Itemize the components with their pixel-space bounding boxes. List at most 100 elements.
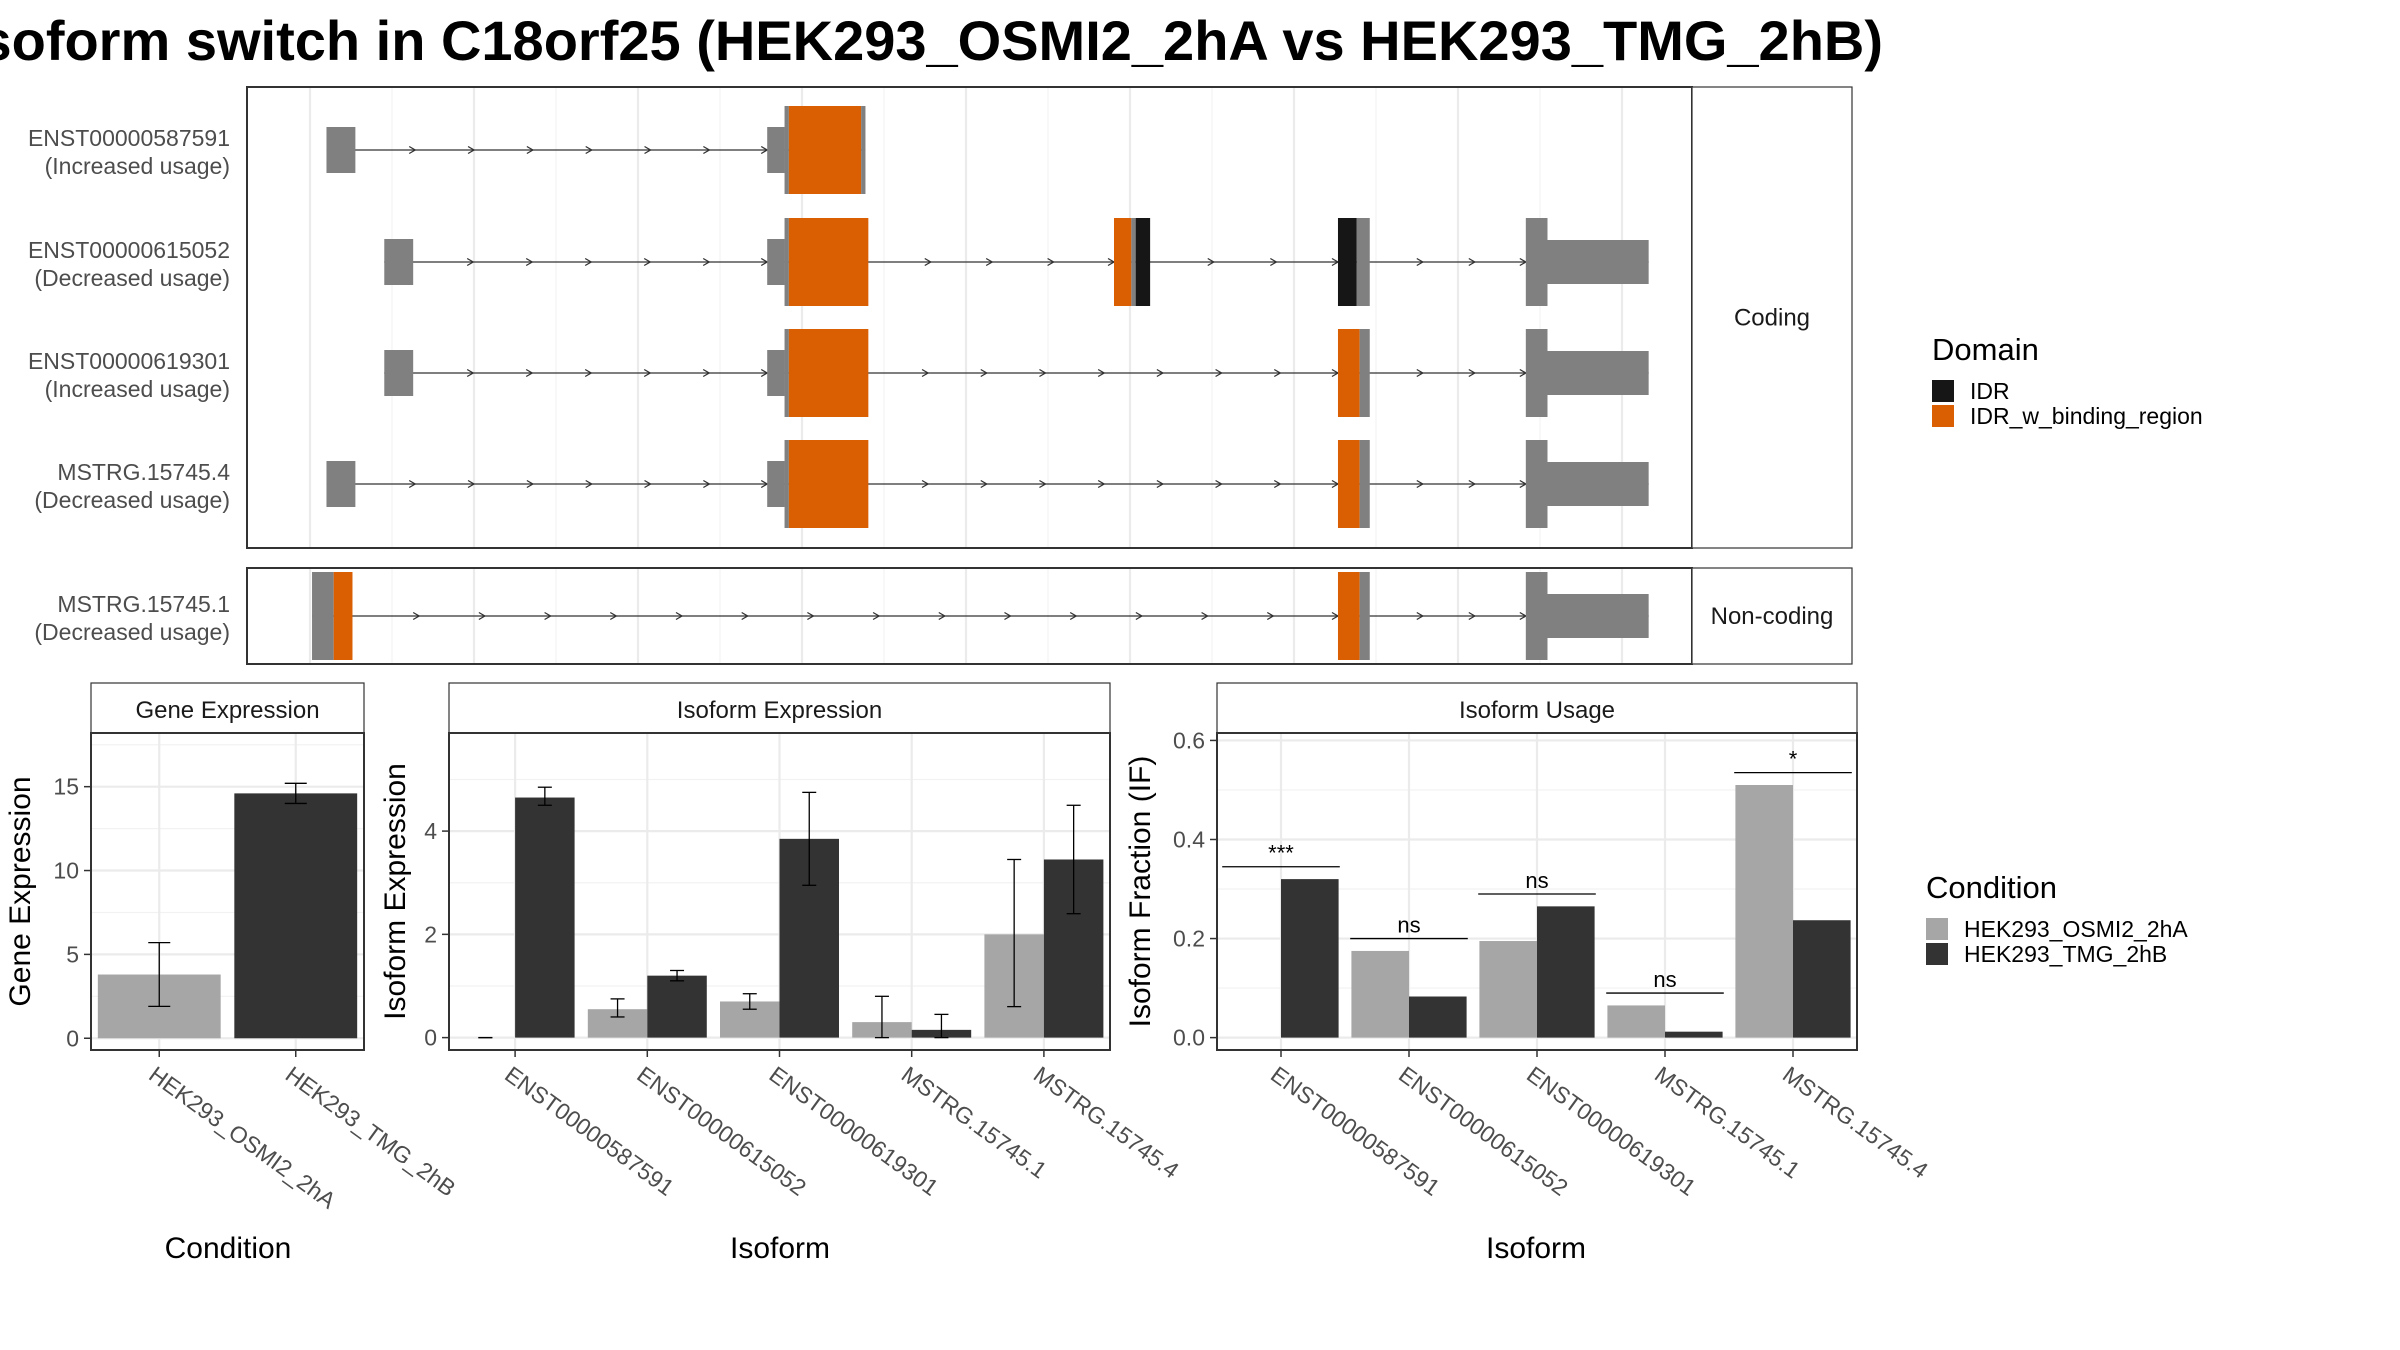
domain-idr-binding-block — [1337, 440, 1360, 528]
gene-expression-y-axis-title: Gene Expression — [4, 776, 37, 1006]
domain-idr-block — [1135, 218, 1151, 306]
intron-arrow — [585, 145, 593, 155]
gene-expression-strip — [90, 682, 365, 734]
domain-legend-title: Domain — [1932, 332, 2039, 367]
transcript-id-label: ENST00000615052 — [28, 237, 230, 263]
intron-arrow — [938, 611, 947, 621]
isoform-usage-panel-border — [1216, 732, 1858, 1051]
transcript-id-label: ENST00000619301 — [28, 348, 230, 374]
isoform-expression-bar — [515, 797, 575, 1038]
transcript-usage-label: (Decreased usage) — [34, 487, 230, 513]
isoform-usage-bar — [1479, 941, 1537, 1038]
intron-arrow — [1416, 368, 1425, 378]
exon-block — [861, 106, 866, 194]
gene-expression-y-tick-label: 0 — [66, 1025, 79, 1051]
intron-arrow — [609, 611, 618, 621]
intron-arrow — [1097, 479, 1106, 489]
condition-legend-label: HEK293_TMG_2hB — [1964, 941, 2167, 967]
exon-block — [1131, 218, 1136, 306]
intron-arrow — [924, 257, 933, 267]
intron-arrow — [585, 479, 593, 489]
intron-arrow — [1135, 611, 1144, 621]
isoform-usage-bar — [1281, 879, 1339, 1038]
intron-arrow — [921, 479, 930, 489]
intron-arrow — [584, 257, 593, 267]
gene-expression-y-tick-label: 5 — [66, 941, 79, 967]
intron-arrow — [1519, 257, 1528, 267]
coding-strip — [1691, 86, 1853, 549]
intron-arrow — [1331, 368, 1340, 378]
intron-arrow — [1273, 368, 1282, 378]
domain-legend-swatch — [1932, 380, 1954, 402]
isoform-usage-significance-label: *** — [1268, 841, 1294, 866]
domain-idr-binding-block — [788, 106, 862, 194]
intron-arrow — [1519, 368, 1528, 378]
intron-arrow — [1331, 257, 1340, 267]
isoform-expression-strip — [448, 682, 1111, 734]
domain-idr-binding-block — [333, 572, 353, 660]
isoform-usage-significance-label: ns — [1653, 967, 1676, 992]
intron-arrow — [1069, 611, 1078, 621]
exon-block — [1525, 440, 1548, 528]
intron-arrow — [544, 611, 552, 621]
intron-arrow — [1047, 257, 1055, 267]
coding-strip-label: Coding — [1734, 305, 1810, 332]
exon-block — [326, 127, 356, 173]
intron-arrow — [985, 257, 994, 267]
intron-arrow — [1416, 611, 1425, 621]
exon-block — [1359, 329, 1370, 417]
intron-arrow — [643, 368, 652, 378]
condition-legend-label: HEK293_OSMI2_2hA — [1964, 916, 2188, 942]
isoform-usage-significance-label: ns — [1525, 868, 1548, 893]
isoform-usage-significance-label: * — [1789, 747, 1798, 772]
intron-arrow — [872, 611, 881, 621]
intron-arrow — [1468, 479, 1477, 489]
isoform-expression-y-tick-label: 0 — [424, 1025, 437, 1051]
exon-block — [1525, 329, 1548, 417]
isoform-usage-strip-title: Isoform Usage — [1459, 697, 1615, 724]
intron-arrow — [1207, 257, 1216, 267]
isoform-usage-bar — [1409, 996, 1467, 1038]
intron-arrow — [921, 368, 930, 378]
intron-arrow — [703, 145, 711, 155]
intron-arrow — [408, 145, 417, 155]
transcript-usage-label: (Decreased usage) — [34, 619, 230, 645]
figure-title-text: Isoform switch in C18orf25 (HEK293_OSMI2… — [0, 9, 1883, 72]
exon-block — [784, 329, 789, 417]
intron-arrow — [1156, 479, 1165, 489]
intron-arrow — [526, 145, 535, 155]
isoform-expression-y-axis-title: Isoform Expression — [379, 763, 412, 1020]
transcript-id-label: ENST00000587591 — [28, 125, 230, 151]
intron-arrow — [412, 611, 421, 621]
intron-arrow — [675, 611, 684, 621]
domain-idr-binding-block — [1337, 329, 1360, 417]
isoform-usage-significance-label: ns — [1397, 913, 1420, 938]
gene-expression-y-tick-label: 15 — [53, 774, 79, 800]
intron-arrow — [1201, 611, 1209, 621]
isoform-usage-bar — [1351, 950, 1409, 1038]
isoform-expression-strip-title: Isoform Expression — [677, 697, 882, 724]
intron-arrow — [1468, 611, 1477, 621]
isoform-expression-x-tick-label: MSTRG.15745.4 — [1029, 1061, 1184, 1184]
domain-legend-label: IDR — [1970, 378, 2010, 404]
isoform-usage-bar — [1607, 1005, 1665, 1038]
intron-arrow — [466, 368, 475, 378]
isoform-usage-y-axis-title: Isoform Fraction (IF) — [1124, 756, 1157, 1028]
domain-legend-label: IDR_w_binding_region — [1970, 403, 2203, 429]
intron-arrow — [1039, 368, 1047, 378]
intron-arrow — [702, 368, 711, 378]
exon-block — [312, 572, 334, 660]
isoform-usage-bar — [1665, 1031, 1723, 1038]
condition-legend-swatch — [1926, 918, 1948, 940]
exon-block — [384, 239, 414, 285]
condition-legend-title: Condition — [1926, 870, 2057, 905]
exon-block — [767, 461, 785, 507]
exon-block — [784, 106, 789, 194]
transcript-id-label: MSTRG.15745.4 — [57, 459, 230, 485]
intron-arrow — [408, 479, 417, 489]
intron-arrow — [467, 479, 476, 489]
transcript-usage-label: (Increased usage) — [45, 153, 230, 179]
isoform-usage-x-axis-title: Isoform — [1486, 1232, 1586, 1265]
